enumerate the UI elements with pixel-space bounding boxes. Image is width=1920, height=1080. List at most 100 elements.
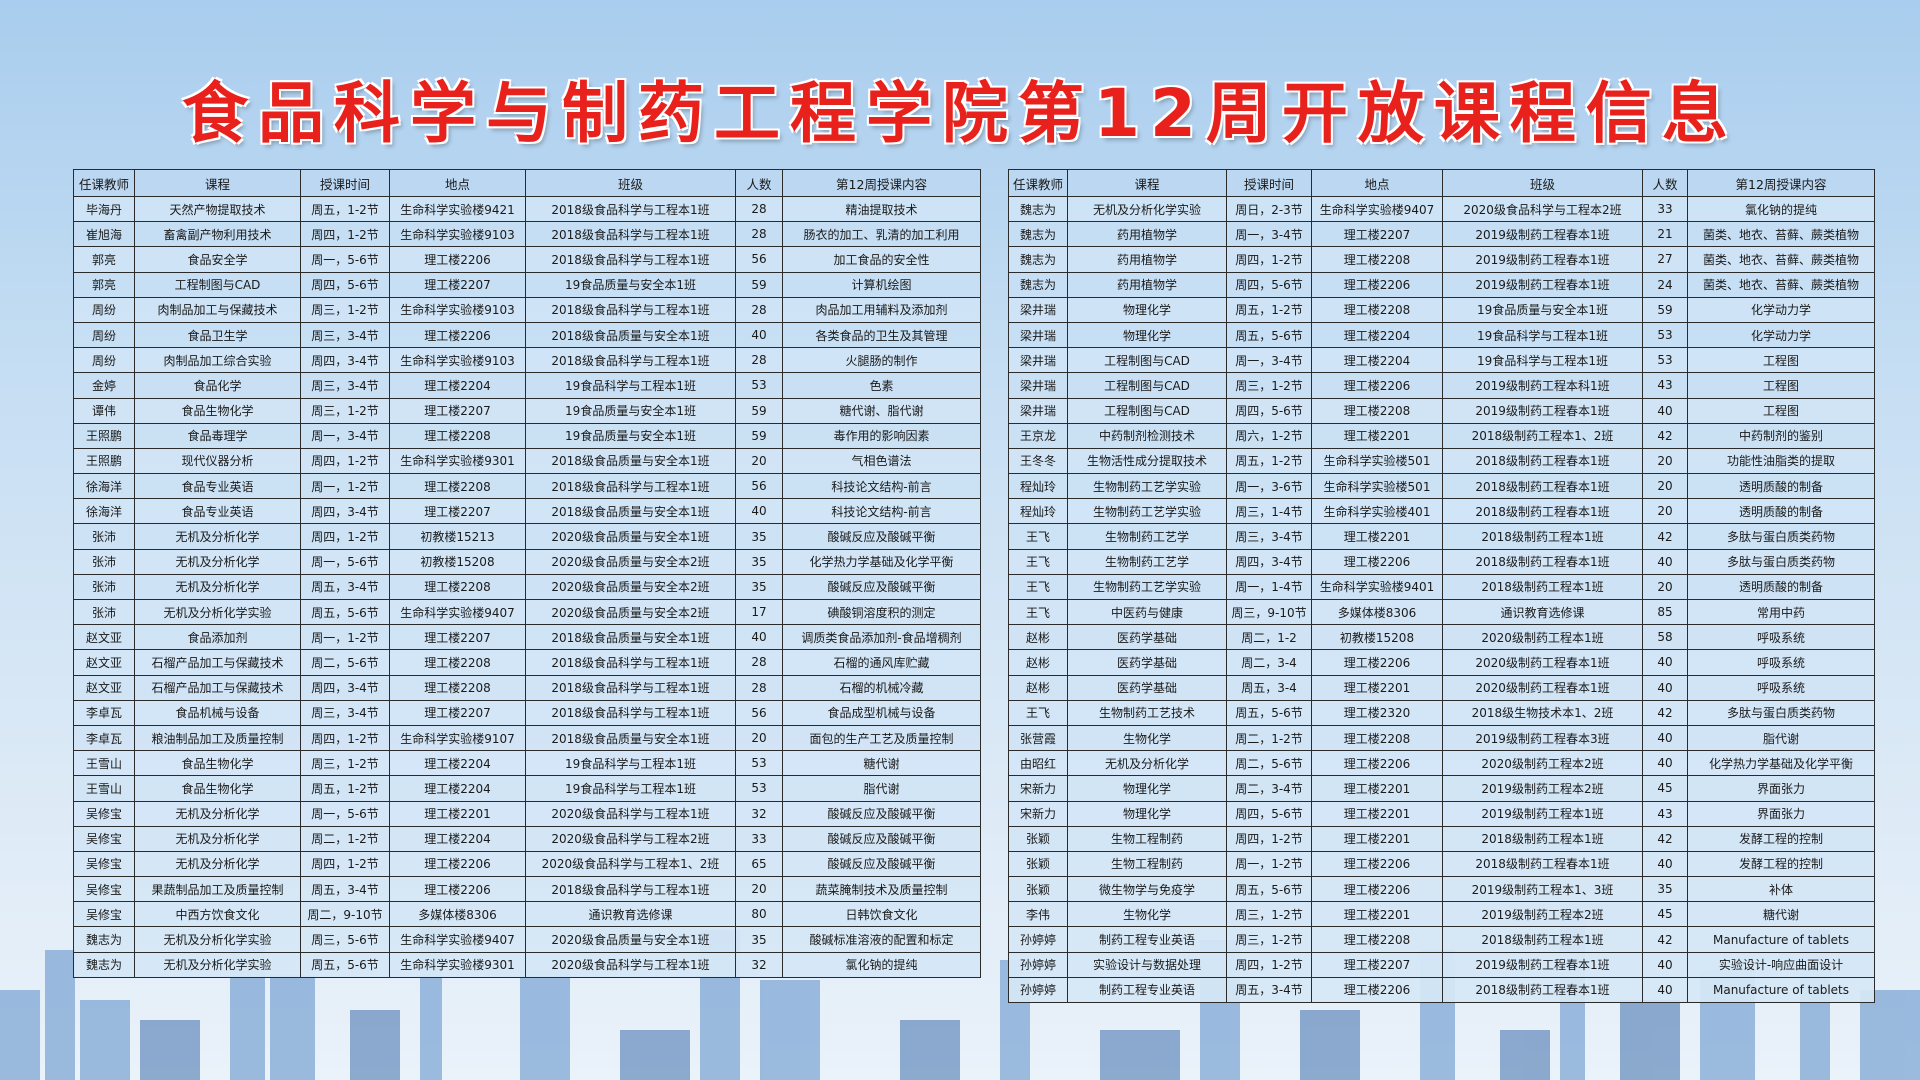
- cell-course: 生物活性成分提取技术: [1067, 447, 1227, 475]
- cell-teacher: 吴修宝: [73, 901, 135, 928]
- cell-time: 周一，5-6节: [300, 548, 390, 575]
- cell-time: 周一，5-6节: [300, 246, 390, 273]
- cell-class: 2020级食品质量与安全本2班: [525, 598, 736, 626]
- cell-headcount: 28: [735, 221, 783, 248]
- cell-course: 肉制品加工与保藏技术: [134, 296, 301, 323]
- cell-headcount: 45: [1642, 775, 1688, 802]
- cell-class: 2018级制药工程本1班: [1442, 573, 1643, 601]
- cell-teacher: 张营霞: [1008, 724, 1068, 752]
- table-row: 赵文亚 石榴产品加工与保藏技术 周四，3-4节 理工楼2208 2018级食品科学与工程…: [73, 674, 981, 701]
- cell-course: 无机及分析化学实验: [134, 926, 301, 953]
- cell-teacher: 李伟: [1008, 901, 1068, 928]
- cell-teacher: 张沛: [73, 548, 135, 575]
- cell-class: 2020级制药工程春本1班: [1442, 649, 1643, 676]
- cell-time: 周三，9-10节: [1226, 598, 1312, 626]
- cell-headcount: 53: [735, 372, 783, 399]
- cell-time: 周五，3-4节: [1226, 976, 1312, 1004]
- cell-time: 周一，1-2节: [1226, 850, 1312, 878]
- cell-time: 周五，5-6节: [1226, 699, 1312, 726]
- cell-course: 食品专业英语: [134, 473, 301, 500]
- cell-class: 2020级食品科学与工程本1、2班: [525, 850, 736, 878]
- cell-class: 2018级食品质量与安全本1班: [525, 624, 736, 651]
- cell-class: 2018级制药工程春本1班: [1442, 447, 1643, 475]
- cell-time: 周二，3-4节: [1226, 775, 1312, 802]
- cell-location: 理工楼2207: [389, 624, 526, 651]
- cell-course: 无机及分析化学实验: [1067, 195, 1227, 223]
- column-header-location: 地点: [389, 169, 526, 197]
- cell-location: 理工楼2206: [1311, 850, 1443, 878]
- table-row: 赵彬 医药学基础 周五，3-4 理工楼2201 2020级制药工程春本1班 40 呼吸系统: [1008, 674, 1875, 701]
- cell-teacher: 赵文亚: [73, 624, 135, 651]
- table-row: 魏志为 药用植物学 周一，3-4节 理工楼2207 2019级制药工程春本1班 21 菌类、…: [1008, 221, 1875, 248]
- table-row: 程灿玲 生物制药工艺学实验 周一，3-6节 生命科学实验楼501 2018级制药工程春本…: [1008, 473, 1875, 500]
- cell-week-content: 氯化钠的提纯: [1687, 195, 1875, 223]
- cell-class: 19食品科学与工程本1班: [525, 775, 736, 802]
- cell-location: 理工楼2201: [1311, 674, 1443, 701]
- table-row: 王飞 中医药与健康 周三，9-10节 多媒体楼8306 通识教育选修课 85 常用中药: [1008, 598, 1875, 626]
- cell-time: 周二，5-6节: [1226, 750, 1312, 777]
- cell-week-content: 计算机绘图: [782, 271, 981, 298]
- cell-week-content: 日韩饮食文化: [782, 901, 981, 928]
- cell-teacher: 张沛: [73, 573, 135, 601]
- table-row: 梁井瑞 物理化学 周五，5-6节 理工楼2204 19食品科学与工程本1班 53 化学动力学: [1008, 321, 1875, 349]
- cell-time: 周四，5-6节: [1226, 397, 1312, 424]
- column-header-headcount: 人数: [735, 169, 783, 197]
- cell-headcount: 40: [1642, 674, 1688, 701]
- cell-headcount: 28: [735, 296, 783, 323]
- cell-course: 生物制药工艺学: [1067, 523, 1227, 550]
- column-header-teacher: 任课教师: [73, 169, 135, 197]
- cell-class: 19食品科学与工程本1班: [1442, 321, 1643, 349]
- cell-class: 2020级食品质量与安全本1班: [525, 523, 736, 550]
- cell-headcount: 40: [1642, 976, 1688, 1004]
- cell-week-content: 菌类、地衣、苔藓、蕨类植物: [1687, 271, 1875, 298]
- cell-headcount: 42: [1642, 422, 1688, 449]
- cell-course: 果蔬制品加工及质量控制: [134, 876, 301, 903]
- cell-teacher: 梁井瑞: [1008, 372, 1068, 399]
- cell-time: 周四，5-6节: [1226, 271, 1312, 298]
- table-row: 谭伟 食品生物化学 周三，1-2节 理工楼2207 19食品质量与安全本1班 59 糖代谢、…: [73, 397, 981, 424]
- table-row: 吴修宝 无机及分析化学 周四，1-2节 理工楼2206 2020级食品科学与工程本1、2…: [73, 850, 981, 878]
- cell-location: 生命科学实验楼9301: [389, 951, 526, 978]
- cell-teacher: 吴修宝: [73, 850, 135, 878]
- cell-course: 食品安全学: [134, 246, 301, 273]
- cell-teacher: 王雪山: [73, 775, 135, 802]
- cell-location: 理工楼2204: [389, 775, 526, 802]
- cell-class: 2018级制药工程春本1班: [1442, 850, 1643, 878]
- cell-teacher: 程灿玲: [1008, 473, 1068, 500]
- cell-location: 理工楼2206: [389, 321, 526, 349]
- table-row: 徐海洋 食品专业英语 周四，3-4节 理工楼2207 2018级食品质量与安全本1班 40…: [73, 498, 981, 525]
- cell-time: 周五，5-6节: [1226, 321, 1312, 349]
- cell-course: 畜禽副产物利用技术: [134, 221, 301, 248]
- cell-location: 生命科学实验楼9103: [389, 221, 526, 248]
- cell-headcount: 45: [1642, 901, 1688, 928]
- table-row: 郭亮 食品安全学 周一，5-6节 理工楼2206 2018级食品科学与工程本1班 56 加工…: [73, 246, 981, 273]
- cell-headcount: 40: [1642, 548, 1688, 575]
- cell-week-content: 工程图: [1687, 372, 1875, 399]
- cell-week-content: Manufacture of tablets: [1687, 976, 1875, 1004]
- cell-time: 周五，5-6节: [300, 951, 390, 978]
- cell-class: 通识教育选修课: [525, 901, 736, 928]
- cell-location: 理工楼2204: [1311, 321, 1443, 349]
- cell-class: 2019级制药工程本科1班: [1442, 372, 1643, 399]
- cell-class: 2018级食品质量与安全本1班: [525, 498, 736, 525]
- column-header-class: 班级: [1442, 169, 1643, 197]
- cell-course: 现代仪器分析: [134, 447, 301, 475]
- table-row: 张颖 微生物学与免疫学 周五，5-6节 理工楼2206 2019级制药工程本1、3班 35…: [1008, 876, 1875, 903]
- cell-headcount: 20: [735, 876, 783, 903]
- table-row: 王雪山 食品生物化学 周三，1-2节 理工楼2204 19食品科学与工程本1班 53 糖代谢: [73, 750, 981, 777]
- cell-location: 理工楼2207: [1311, 951, 1443, 978]
- cell-week-content: 界面张力: [1687, 800, 1875, 827]
- cell-week-content: 化学热力学基础及化学平衡: [782, 548, 981, 575]
- cell-location: 理工楼2201: [1311, 825, 1443, 852]
- cell-time: 周三，5-6节: [300, 926, 390, 953]
- cell-time: 周四，3-4节: [300, 674, 390, 701]
- cell-class: 2018级制药工程本1班: [1442, 523, 1643, 550]
- cell-week-content: 呼吸系统: [1687, 674, 1875, 701]
- table-row: 王照鹏 食品毒理学 周一，3-4节 理工楼2208 19食品质量与安全本1班 59 毒作用的…: [73, 422, 981, 449]
- table-row: 程灿玲 生物制药工艺学实验 周三，1-4节 生命科学实验楼401 2018级制药工程春本…: [1008, 498, 1875, 525]
- table-row: 魏志为 无机及分析化学实验 周日，2-3节 生命科学实验楼9407 2020级食品科学与…: [1008, 195, 1875, 223]
- cell-course: 药用植物学: [1067, 221, 1227, 248]
- cell-headcount: 40: [1642, 951, 1688, 978]
- table-row: 孙婷婷 制药工程专业英语 周五，3-4节 理工楼2206 2018级制药工程春本1班 40…: [1008, 976, 1875, 1004]
- cell-course: 生物制药工艺学: [1067, 548, 1227, 575]
